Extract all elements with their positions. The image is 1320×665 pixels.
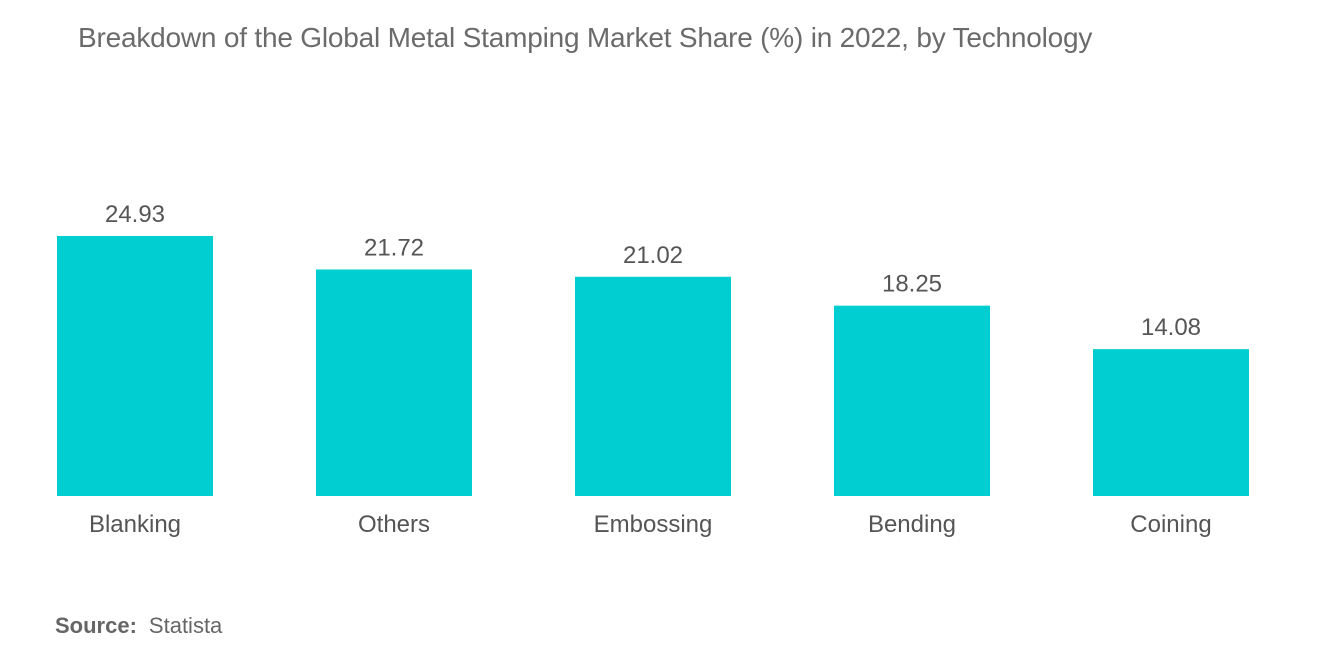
bar-others: [316, 269, 472, 496]
source-label: Source:: [55, 613, 137, 638]
category-label-embossing: Embossing: [594, 511, 713, 538]
value-label-blanking: 24.93: [105, 201, 165, 228]
category-label-blanking: Blanking: [89, 511, 181, 538]
value-label-embossing: 21.02: [623, 242, 683, 269]
category-label-bending: Bending: [868, 511, 956, 538]
source-line: Source: Statista: [55, 613, 222, 639]
bar-embossing: [575, 276, 731, 496]
bar-blanking: [57, 236, 213, 496]
source-value: Statista: [148, 613, 223, 638]
value-label-bending: 18.25: [882, 271, 942, 298]
bar-bending: [834, 305, 990, 496]
category-label-others: Others: [358, 511, 430, 538]
bar-coining: [1093, 349, 1249, 496]
value-label-coining: 14.08: [1141, 314, 1201, 341]
chart-title: Breakdown of the Global Metal Stamping M…: [78, 22, 1093, 53]
bar-chart: 24.93 Blanking 21.72 Others 21.02 Embossing 18…: [57, 201, 1249, 538]
value-label-others: 21.72: [364, 234, 424, 261]
category-label-coining: Coining: [1130, 511, 1211, 538]
